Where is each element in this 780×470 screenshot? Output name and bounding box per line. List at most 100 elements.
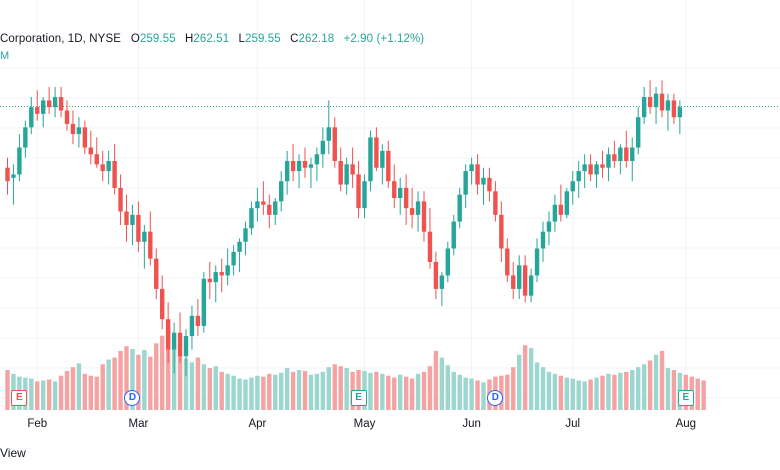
x-tick-label: Apr bbox=[248, 418, 267, 430]
candle-body bbox=[279, 181, 284, 202]
candle-body bbox=[374, 137, 379, 168]
volume-bar bbox=[94, 376, 99, 410]
volume-bar bbox=[52, 381, 58, 410]
candle-body bbox=[558, 204, 564, 215]
candle-body bbox=[552, 204, 558, 222]
volume-bar bbox=[624, 371, 629, 410]
open-label: O bbox=[130, 33, 140, 45]
x-tick-label: Feb bbox=[27, 418, 48, 430]
volume-bar bbox=[671, 370, 677, 410]
candle-body bbox=[302, 160, 308, 168]
volume-bar bbox=[582, 381, 587, 410]
volume-bar bbox=[308, 374, 314, 410]
candle-body bbox=[344, 164, 349, 185]
volume-bar bbox=[546, 371, 552, 410]
volume-bar bbox=[665, 368, 671, 410]
candle-body bbox=[124, 211, 129, 225]
change-value: +2.90 (+1.12%) bbox=[343, 33, 425, 45]
earnings-marker[interactable]: E bbox=[350, 390, 367, 406]
volume-bar bbox=[522, 345, 528, 410]
candle-body bbox=[451, 221, 456, 249]
candle-body bbox=[546, 221, 552, 232]
candle-body bbox=[630, 147, 635, 161]
candle-body bbox=[517, 265, 522, 289]
candle-body bbox=[671, 100, 677, 118]
volume-bar bbox=[124, 346, 129, 410]
x-tick-label: Jul bbox=[565, 418, 581, 430]
volume-bar bbox=[41, 380, 46, 410]
dividend-marker[interactable]: D bbox=[124, 390, 141, 406]
candle-body bbox=[267, 204, 272, 215]
volume-bar bbox=[165, 329, 171, 410]
volume-bar bbox=[296, 370, 302, 410]
volume-bar bbox=[284, 368, 290, 410]
candle-body bbox=[582, 164, 587, 172]
candle-body bbox=[665, 100, 671, 111]
candle-body bbox=[23, 127, 28, 148]
candle-body bbox=[130, 214, 135, 225]
candle-body bbox=[35, 107, 40, 114]
volume-bar bbox=[463, 377, 468, 410]
volume-bar bbox=[344, 368, 349, 410]
high-label: H bbox=[185, 33, 194, 45]
volume-bar bbox=[314, 373, 320, 410]
volume-bar bbox=[5, 370, 10, 410]
volume-bar bbox=[207, 368, 212, 410]
volume-bar bbox=[320, 371, 326, 410]
volume-bar bbox=[70, 367, 76, 410]
volume-bar bbox=[505, 374, 510, 410]
candle-body bbox=[445, 248, 450, 276]
legend-header: Corporation, 1D, NYSE O259.55 H262.51 L2… bbox=[0, 33, 424, 45]
candle-body bbox=[511, 275, 516, 289]
volume-bar bbox=[558, 375, 564, 410]
volume-bar bbox=[148, 356, 153, 410]
volume-bar bbox=[612, 374, 617, 410]
candle-body bbox=[183, 336, 189, 357]
dividend-marker[interactable]: D bbox=[487, 390, 504, 406]
volume-bar bbox=[46, 379, 52, 410]
candle-body bbox=[225, 265, 230, 276]
volume-bar bbox=[213, 366, 218, 410]
candle-body bbox=[64, 110, 70, 124]
candle-body bbox=[463, 171, 468, 195]
low-value: 259.55 bbox=[245, 33, 281, 45]
candle-body bbox=[142, 231, 147, 242]
candle-body bbox=[58, 97, 64, 111]
volume-bar bbox=[570, 378, 575, 410]
volume-bar bbox=[249, 377, 254, 410]
volume-bar bbox=[64, 370, 70, 410]
volume-bar bbox=[457, 374, 462, 410]
volume-bar bbox=[332, 364, 337, 410]
candle-body bbox=[314, 154, 320, 165]
volume-bar bbox=[588, 379, 593, 410]
candle-body bbox=[570, 181, 575, 192]
candle-body bbox=[392, 181, 397, 199]
volume-bar bbox=[183, 358, 189, 410]
volume-bar bbox=[88, 375, 93, 410]
volume-bar bbox=[279, 372, 284, 410]
volume-bar bbox=[386, 375, 391, 410]
candle-body bbox=[368, 137, 373, 182]
candle-body bbox=[290, 160, 296, 172]
volume-bar bbox=[154, 343, 159, 410]
volume-bar bbox=[451, 371, 456, 410]
candle-body bbox=[273, 201, 278, 215]
candle-body bbox=[189, 315, 195, 337]
volume-bar bbox=[636, 367, 641, 410]
volume-bar bbox=[409, 378, 415, 410]
candle-body bbox=[403, 187, 409, 209]
earnings-marker[interactable]: E bbox=[11, 390, 28, 406]
candle-body bbox=[112, 160, 117, 188]
earnings-marker[interactable]: E bbox=[677, 390, 694, 406]
volume-bar bbox=[398, 374, 403, 410]
candle-body bbox=[76, 127, 82, 135]
candle-body bbox=[600, 164, 605, 168]
candle-body bbox=[594, 164, 599, 175]
volume-bar bbox=[403, 376, 409, 410]
candle-body bbox=[195, 315, 201, 326]
x-tick-label: Mar bbox=[128, 418, 149, 430]
candle-body bbox=[17, 147, 22, 175]
candle-body bbox=[11, 174, 16, 178]
candle-body bbox=[528, 275, 534, 296]
